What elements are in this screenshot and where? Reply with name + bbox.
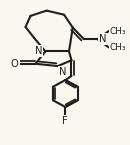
Text: N: N <box>35 46 42 56</box>
Text: N: N <box>59 67 67 77</box>
Text: F: F <box>62 116 68 126</box>
Text: CH₃: CH₃ <box>110 43 126 52</box>
Text: CH₃: CH₃ <box>110 27 126 36</box>
Text: N: N <box>99 34 107 44</box>
Text: O: O <box>11 59 19 69</box>
